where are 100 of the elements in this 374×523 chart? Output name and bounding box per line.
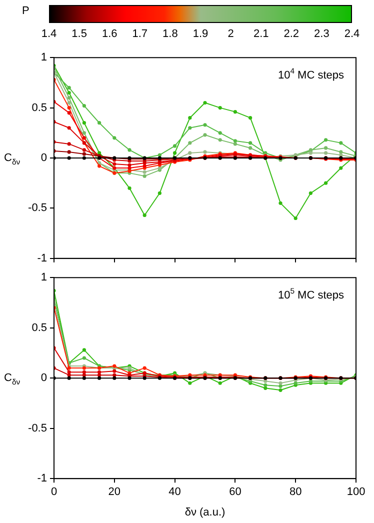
point [233,139,237,143]
point [112,376,116,380]
point [142,174,146,178]
point [128,148,132,152]
point [173,144,177,148]
y-tick-label: 0 [40,152,47,164]
y-tick-label: -0.5 [28,422,47,434]
point [188,141,192,145]
point [248,116,252,120]
x-tick-label: 20 [108,486,121,498]
point [82,152,86,156]
point [67,111,71,115]
point [324,181,328,185]
point [188,126,192,130]
point [188,116,192,120]
point [339,141,343,145]
point [203,123,207,127]
point [98,151,102,155]
point [188,151,192,155]
point [67,376,71,380]
point [218,381,222,385]
point [82,348,86,352]
point [67,126,71,130]
point [128,163,132,167]
point [203,150,207,154]
y-tick-label: 1 [40,52,47,64]
point [98,370,102,374]
point [203,133,207,137]
point [98,376,102,380]
point [324,151,328,155]
point [218,131,222,135]
color-bar-label: 2.3 [314,28,330,40]
point [308,191,312,195]
color-bar-label: 1.9 [192,28,208,40]
point [128,186,132,190]
point [158,191,162,195]
color-bar-label: 2.1 [253,28,269,40]
point [67,96,71,100]
color-bar-label: 1.8 [162,28,178,40]
point [98,373,102,377]
point [82,156,86,160]
point [82,121,86,125]
x-tick-label: 60 [229,486,242,498]
point [67,373,71,377]
y-tick-label: 0.5 [32,322,47,334]
point [67,142,71,146]
y-tick-label: -1 [37,252,47,264]
color-bar-label: 1.5 [72,28,87,40]
point [142,213,146,218]
y-tick-label: 1 [40,272,47,284]
color-bar-label: 1.6 [102,28,118,40]
point [142,366,146,370]
color-bar-title: P [22,5,30,17]
point [82,370,86,374]
point [67,100,71,105]
point [112,373,116,377]
point [112,369,116,373]
point [264,379,268,383]
point [218,138,222,142]
point [233,110,237,114]
point [339,166,343,170]
x-tick-label: 80 [289,486,302,498]
point [82,356,86,360]
point [278,388,282,392]
point [112,162,116,166]
point [188,381,192,385]
point [248,146,252,150]
y-tick-label: -0.5 [28,202,47,214]
point [218,106,222,110]
point [278,384,282,388]
color-bar-label: 2.2 [284,28,300,40]
point [67,90,71,95]
y-tick-label: 0.5 [32,102,47,114]
x-tick-label: 40 [168,486,181,498]
point [112,136,116,140]
y-tick-label: 0 [40,372,47,384]
point [67,106,71,110]
color-bar-label: 2.4 [344,28,360,40]
point [264,386,268,390]
point [67,150,71,154]
point [142,170,146,174]
point [203,100,207,105]
color-bar-label: 1.7 [132,28,148,40]
point [82,148,86,152]
point [98,164,102,168]
point [173,151,177,155]
point [82,104,86,108]
point [98,121,102,125]
point [339,153,343,157]
point [278,201,282,205]
y-tick-label: -1 [37,472,47,485]
point [324,138,328,142]
point [264,383,268,387]
x-axis-title: δν (a.u.) [184,506,226,518]
point [278,381,282,385]
x-tick-label: 0 [50,486,58,498]
x-tick-label: 100 [346,486,366,498]
point [67,370,71,374]
point [67,86,71,90]
color-bar-label: 1.4 [41,28,57,40]
